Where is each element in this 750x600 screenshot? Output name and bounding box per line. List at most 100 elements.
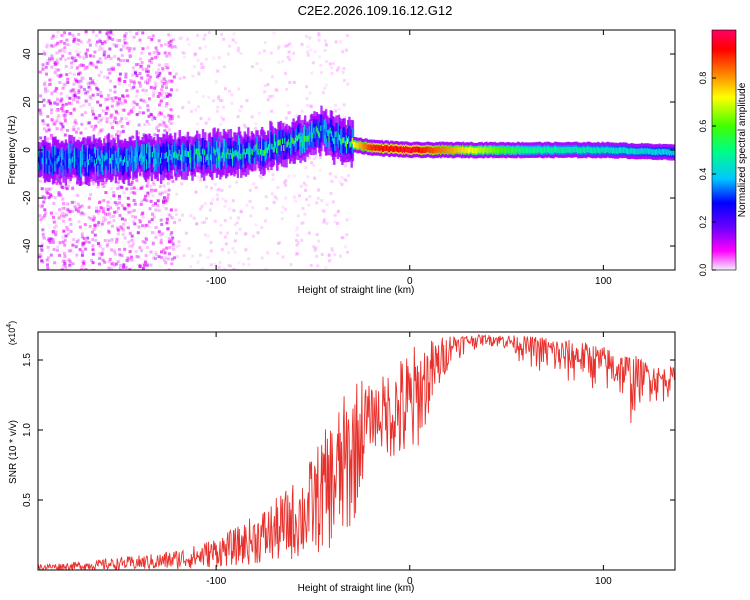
spectrogram-speckle <box>104 135 108 139</box>
spectrogram-speckle <box>159 99 163 103</box>
spectrogram-speckle <box>89 88 93 92</box>
spectrogram-speckle <box>144 100 148 104</box>
spectrogram-speckle <box>63 133 67 137</box>
spectrogram-speckle <box>141 88 145 92</box>
spectrogram-speckle <box>54 86 58 90</box>
spectrogram-speckle <box>265 207 269 211</box>
spectrogram-speckle <box>61 54 65 58</box>
spectrogram-speckle <box>66 43 70 47</box>
spectrogram-speckle <box>39 113 43 116</box>
spectrogram-speckle <box>331 200 335 204</box>
spectrogram-speckle <box>119 101 123 105</box>
spectrogram-speckle <box>317 188 321 192</box>
spectrogram-speckle <box>115 238 119 242</box>
spectrogram-speckle <box>75 130 78 134</box>
spectrogram-speckle <box>154 84 158 88</box>
spectrogram-speckle <box>99 118 103 122</box>
spectrogram-speckle <box>64 65 68 68</box>
spectrogram-speckle <box>223 235 227 239</box>
spectrogram-speckle <box>50 144 53 147</box>
spectrogram-speckle <box>130 244 134 248</box>
spectrogram-speckle <box>146 46 150 50</box>
spectrogram-speckle <box>143 259 147 263</box>
spectrogram-speckle <box>260 176 264 180</box>
spectrogram-speckle <box>336 210 340 214</box>
colorbar-tick-label: 0.8 <box>698 72 708 85</box>
spectrogram-speckle <box>94 239 98 242</box>
spectrogram-speckle <box>318 55 322 59</box>
spectrogram-speckle <box>72 128 76 132</box>
spectrogram-speckle <box>132 220 135 224</box>
spectrogram-speckle <box>152 51 156 54</box>
spectrogram-speckle <box>68 71 72 75</box>
spectrogram-speckle <box>84 127 88 131</box>
spectrogram-speckle <box>175 46 179 50</box>
spectrogram-speckle <box>46 266 50 269</box>
spectrogram-speckle <box>270 192 274 196</box>
spectrogram-speckle <box>239 210 243 214</box>
spectrogram-speckle <box>47 128 51 132</box>
spectrogram-speckle <box>81 64 85 67</box>
spectrogram-speckle <box>137 81 141 85</box>
spectrogram-speckle <box>111 38 115 41</box>
colorbar-tick-label: 0.2 <box>698 216 708 229</box>
spectrogram-speckle <box>76 127 80 131</box>
spectrogram-speckle <box>127 240 131 244</box>
spectrogram-speckle <box>330 66 333 70</box>
spectrogram-speckle <box>171 242 175 246</box>
spectrogram-speckle <box>125 46 129 50</box>
spectrogram-speckle <box>60 214 63 218</box>
spectrogram-speckle <box>99 47 103 51</box>
spectrogram-speckle <box>125 89 129 93</box>
spectrogram-speckle <box>146 108 150 112</box>
spectrogram-speckle <box>167 44 171 48</box>
spectrogram-speckle <box>240 105 244 109</box>
spectrogram-speckle <box>109 113 113 117</box>
spectrogram-speckle <box>164 199 168 203</box>
spectrogram-speckle <box>62 219 66 223</box>
spectrogram-speckle <box>127 49 131 53</box>
spectrogram-speckle <box>160 223 164 226</box>
spectrogram-speckle <box>226 231 230 235</box>
spectrogram-speckle <box>61 259 65 263</box>
spectrogram-speckle <box>130 255 133 259</box>
spectrogram-speckle <box>189 214 193 218</box>
spectrogram-speckle <box>304 188 308 192</box>
spectrogram-speckle <box>166 66 170 70</box>
spectrogram-speckle <box>111 66 115 70</box>
spectrogram-speckle <box>108 47 112 51</box>
spectrogram-speckle <box>68 260 72 264</box>
spectrogram-speckle <box>317 239 321 243</box>
spectrogram-speckle <box>328 172 332 176</box>
spectrogram-speckle <box>80 122 84 126</box>
spectrogram-speckle <box>67 180 71 184</box>
spectrogram-speckle <box>56 74 60 78</box>
spectrogram-speckle <box>132 47 136 51</box>
spectrogram-speckle <box>258 111 262 115</box>
spectrogram-speckle <box>45 59 49 62</box>
spectrogram-speckle <box>134 215 137 219</box>
spectrogram-speckle <box>77 32 81 36</box>
spectrogram-speckle <box>128 231 132 235</box>
spectrogram-speckle <box>178 218 182 222</box>
spectrogram-speckle <box>200 62 204 66</box>
spectrogram-speckle <box>98 252 102 255</box>
spectrogram-speckle <box>271 178 275 181</box>
spectrogram-speckle <box>331 249 334 253</box>
spectrogram-speckle <box>162 76 166 80</box>
spectrogram-speckle <box>57 215 61 219</box>
spectrogram-speckle <box>161 67 164 70</box>
snr-multiplier: (x104) <box>6 321 17 345</box>
spectrogram-cell <box>68 152 71 159</box>
spectrogram-speckle <box>191 254 195 258</box>
spectrogram-speckle <box>123 80 127 83</box>
spectrogram-speckle <box>56 30 60 34</box>
spectrogram-speckle <box>217 96 221 100</box>
spectrogram-speckle <box>107 54 111 58</box>
spectrogram-speckle <box>94 65 98 69</box>
spectrogram-speckle <box>139 203 143 206</box>
spectrogram-speckle <box>100 251 104 255</box>
spectrogram-speckle <box>98 244 102 248</box>
spectrogram-speckle <box>140 51 144 55</box>
spectrogram-speckle <box>205 185 208 189</box>
